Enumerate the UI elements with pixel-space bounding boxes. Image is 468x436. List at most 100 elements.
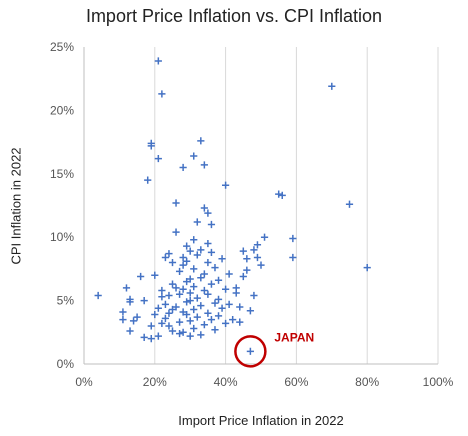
data-point xyxy=(186,317,194,325)
data-point xyxy=(133,313,141,321)
y-tick-label: 10% xyxy=(50,230,74,244)
data-point xyxy=(175,329,184,338)
data-point xyxy=(168,280,177,288)
grid-lines xyxy=(83,47,439,365)
x-tick-labels: 0% 20% 40% 60% 80% 100% xyxy=(75,375,453,389)
data-point xyxy=(158,286,166,295)
data-point xyxy=(183,242,191,250)
data-point xyxy=(183,257,191,265)
data-point xyxy=(200,270,208,278)
data-point xyxy=(175,318,184,326)
data-point xyxy=(232,284,240,292)
data-point xyxy=(154,304,162,312)
data-point xyxy=(190,152,198,160)
data-point xyxy=(200,204,208,212)
data-point xyxy=(190,324,198,333)
data-point xyxy=(207,248,216,257)
data-point xyxy=(278,191,286,199)
data-point xyxy=(165,291,173,300)
data-point xyxy=(183,298,191,306)
data-point xyxy=(200,161,208,169)
data-point xyxy=(289,234,297,243)
data-point xyxy=(225,300,233,309)
data-point xyxy=(183,310,191,319)
x-tick-label: 100% xyxy=(423,375,454,389)
data-point xyxy=(363,264,371,272)
data-point xyxy=(214,276,223,284)
data-point xyxy=(179,253,187,262)
data-point xyxy=(179,261,187,269)
data-point xyxy=(236,318,244,326)
data-point xyxy=(168,327,177,335)
data-point xyxy=(204,239,212,248)
data-point xyxy=(158,319,166,328)
data-point xyxy=(200,321,208,329)
data-point xyxy=(122,284,131,292)
data-point xyxy=(207,220,216,229)
data-point xyxy=(129,317,138,325)
data-point xyxy=(119,316,127,324)
data-point xyxy=(179,328,187,336)
data-point xyxy=(186,275,194,283)
highlight-annotation: JAPAN xyxy=(234,330,314,368)
data-point xyxy=(225,270,233,278)
data-point xyxy=(289,253,297,262)
data-point xyxy=(345,200,354,208)
data-points xyxy=(94,57,371,355)
data-point xyxy=(161,253,170,262)
data-point xyxy=(140,333,148,341)
data-point xyxy=(175,290,184,298)
data-point xyxy=(165,250,173,258)
data-point xyxy=(172,228,180,236)
x-tick-label: 0% xyxy=(75,375,93,389)
data-point xyxy=(253,253,262,262)
y-tick-label: 5% xyxy=(57,294,75,308)
data-point xyxy=(154,154,162,163)
data-point xyxy=(126,295,134,303)
data-point xyxy=(197,302,205,310)
x-tick-label: 20% xyxy=(143,375,167,389)
data-point xyxy=(186,247,194,255)
x-tick-label: 40% xyxy=(214,375,238,389)
data-point xyxy=(246,307,254,315)
data-point xyxy=(144,176,152,184)
data-point xyxy=(222,319,230,328)
data-point xyxy=(275,190,283,198)
x-tick-label: 60% xyxy=(284,375,308,389)
data-point xyxy=(207,316,216,324)
data-point xyxy=(204,309,212,317)
data-point xyxy=(172,199,180,207)
data-point xyxy=(168,258,177,267)
data-point xyxy=(211,299,219,307)
data-point xyxy=(236,303,244,311)
data-point xyxy=(214,312,223,320)
data-point xyxy=(193,313,201,321)
data-point xyxy=(94,291,102,300)
data-point xyxy=(186,332,194,340)
data-point xyxy=(211,326,219,334)
y-tick-label: 20% xyxy=(50,103,74,117)
data-point xyxy=(137,272,145,281)
y-tick-labels: 0% 5% 10% 15% 20% 25% xyxy=(50,40,74,371)
data-point xyxy=(214,295,223,303)
data-point xyxy=(154,57,162,65)
data-point xyxy=(229,316,237,324)
data-point xyxy=(190,265,198,273)
data-point xyxy=(186,289,194,297)
data-point xyxy=(165,309,173,317)
highlight-circle xyxy=(234,335,267,368)
data-point xyxy=(147,335,155,343)
data-point xyxy=(172,284,180,292)
data-point-highlighted xyxy=(246,347,254,355)
data-point xyxy=(151,310,159,319)
x-axis-label: Import Price Inflation in 2022 xyxy=(178,413,344,428)
y-tick-label: 25% xyxy=(50,40,74,54)
data-point xyxy=(140,297,148,305)
data-point xyxy=(190,283,198,291)
data-point xyxy=(158,90,166,98)
data-point xyxy=(257,261,265,269)
data-point xyxy=(158,293,166,301)
data-point xyxy=(250,246,258,254)
data-point xyxy=(218,255,226,263)
